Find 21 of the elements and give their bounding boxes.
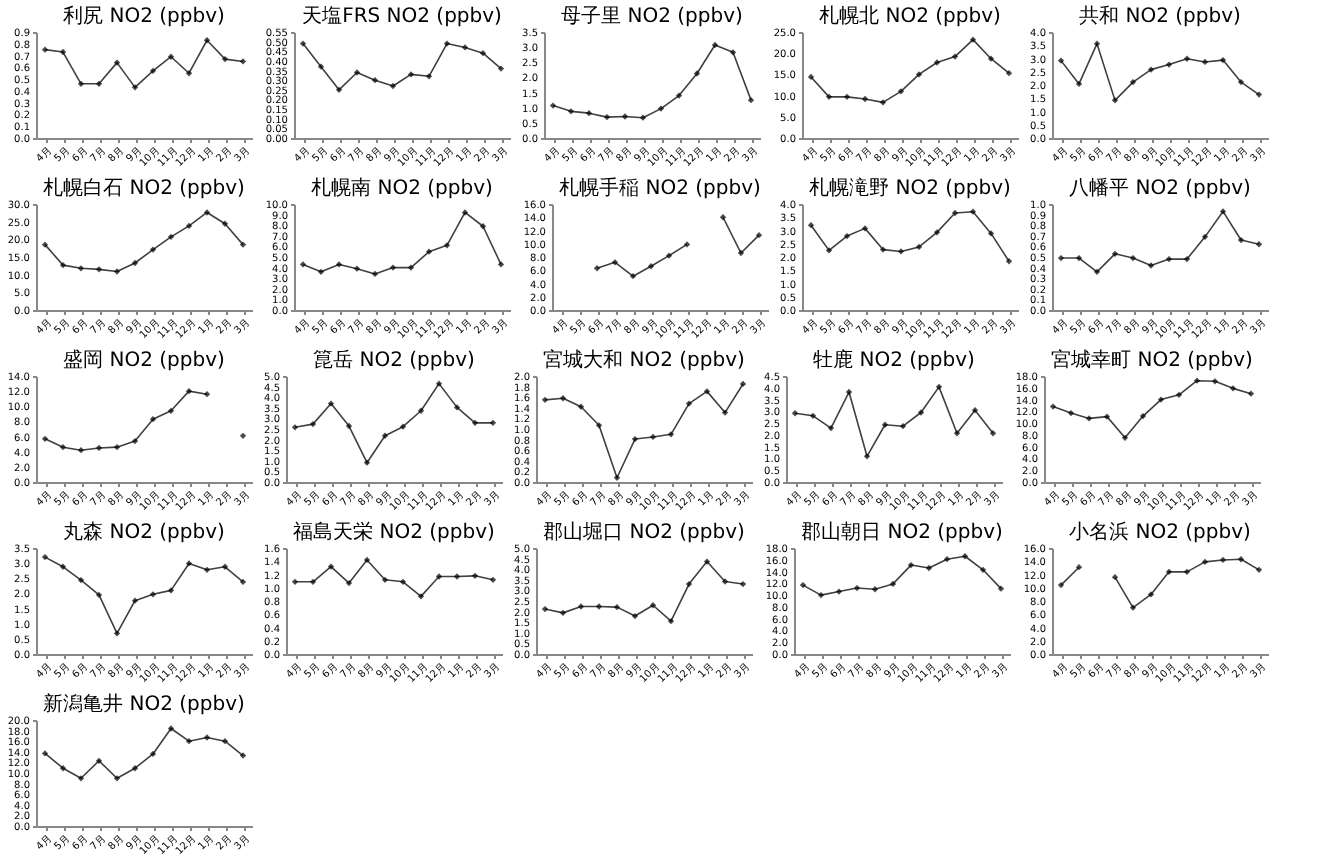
chart-title: 利尻 NO2 (ppbv) bbox=[63, 4, 226, 28]
chart-title: 八幡平 NO2 (ppbv) bbox=[1069, 176, 1252, 200]
chart-title: 札幌滝野 NO2 (ppbv) bbox=[809, 176, 1012, 200]
chart-title: 宮城大和 NO2 (ppbv) bbox=[543, 348, 746, 372]
chart-title: 札幌北 NO2 (ppbv) bbox=[819, 4, 1002, 28]
chart-title: 札幌南 NO2 (ppbv) bbox=[311, 176, 494, 200]
chart-title: 共和 NO2 (ppbv) bbox=[1079, 4, 1242, 28]
chart-title: 郡山堀口 NO2 (ppbv) bbox=[543, 520, 746, 544]
chart-title: 盛岡 NO2 (ppbv) bbox=[63, 348, 226, 372]
chart-title: 札幌白石 NO2 (ppbv) bbox=[43, 176, 246, 200]
chart-title: 箟岳 NO2 (ppbv) bbox=[313, 348, 476, 372]
chart-title: 郡山朝日 NO2 (ppbv) bbox=[801, 520, 1004, 544]
chart-title: 福島天栄 NO2 (ppbv) bbox=[293, 520, 496, 544]
chart-title: 天塩FRS NO2 (ppbv) bbox=[302, 4, 503, 28]
chart-title: 母子里 NO2 (ppbv) bbox=[561, 6, 744, 28]
chart-title: 新潟亀井 NO2 (ppbv) bbox=[43, 692, 246, 716]
chart-title: 宮城幸町 NO2 (ppbv) bbox=[1051, 348, 1254, 372]
chart-title: 牡鹿 NO2 (ppbv) bbox=[813, 348, 976, 372]
chart-title: 札幌手稲 NO2 (ppbv) bbox=[559, 176, 762, 200]
chart-title: 小名浜 NO2 (ppbv) bbox=[1069, 520, 1252, 544]
chart-title: 丸森 NO2 (ppbv) bbox=[63, 520, 226, 544]
